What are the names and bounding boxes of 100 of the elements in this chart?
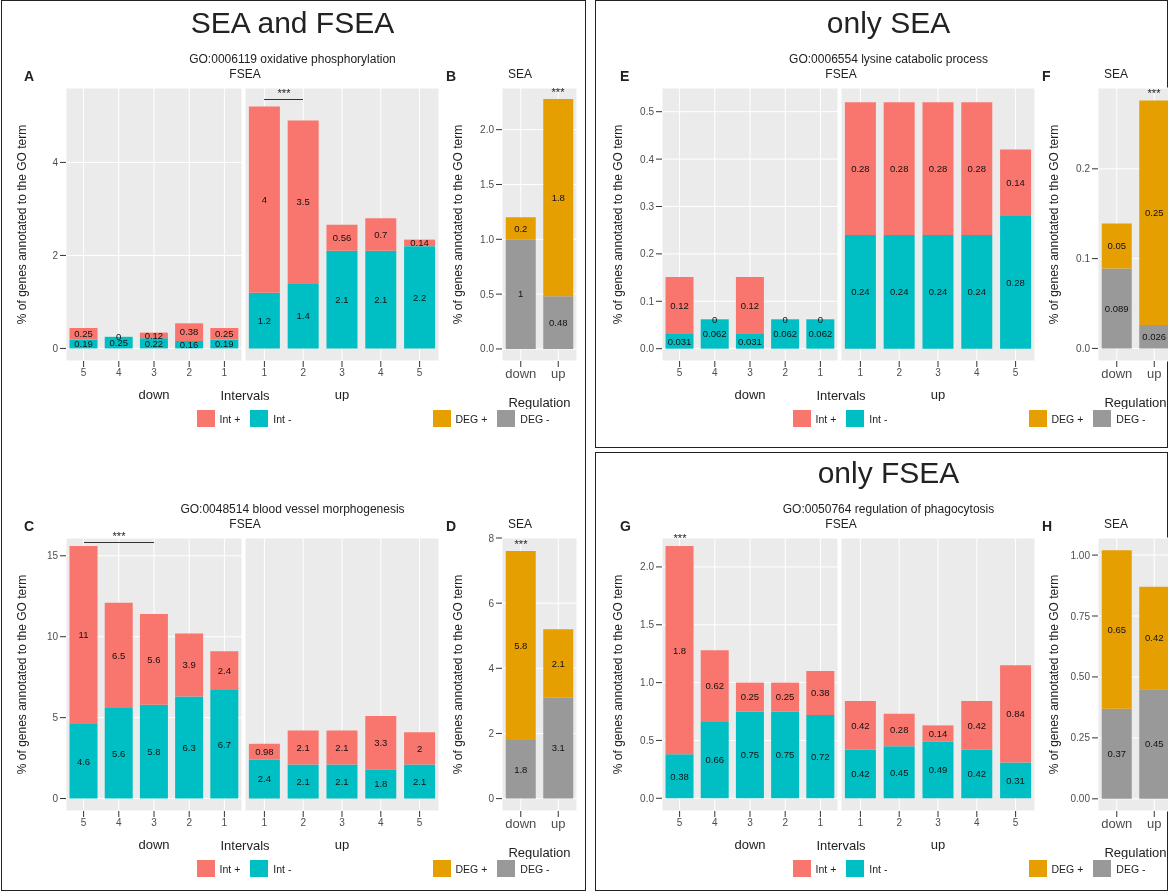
y-tick-label: 8 [488,532,495,544]
y-tick-label: 0.2 [1076,163,1091,175]
data-label: 0.42 [851,768,870,780]
x-tick-label: 2 [300,817,307,829]
text: GO:0006119 oxidative phosphorylation [188,52,397,66]
x-tick-label: 1 [857,367,864,379]
data-label: 1.4 [296,310,310,322]
bar [365,250,397,349]
data-label: 0.42 [967,719,987,731]
bar [665,754,694,799]
y-tick-label: 2.0 [480,124,495,136]
legend-label: DEG - [1116,412,1147,425]
text: G [620,518,631,534]
x-tick-label: 2 [186,817,193,829]
data-label: 0.65 [1107,623,1126,635]
bar [365,769,397,799]
bar [104,602,133,708]
y-axis-title: % of genes annotated to the GO term [15,574,30,775]
y-tick-label: 0.0 [640,792,655,804]
bar [248,292,280,349]
data-label: 0.72 [811,750,830,762]
y-tick-label: 0.75 [1070,610,1091,622]
bar [175,633,204,697]
bar [175,696,204,799]
bar [210,690,239,799]
annotation: *** [276,87,292,99]
data-label: 0.25 [215,328,234,340]
data-label: 0.16 [179,339,199,351]
x-tick-label: down [505,816,537,832]
x-tick-label: 2 [782,817,789,829]
data-label: 4.6 [76,755,91,767]
x-axis-title: down [138,387,170,402]
bar [700,721,729,799]
data-label: 0.026 [1142,331,1167,343]
data-label: 0.24 [928,286,948,298]
data-label: 0.062 [773,328,798,340]
y-tick-label: 0.0 [1076,342,1091,354]
legend-label: DEG + [455,862,489,875]
legend-label: DEG - [520,412,551,425]
data-label: 0.25 [775,691,795,703]
bar [287,283,319,349]
x-axis-title: Regulation [508,395,571,410]
bar [1000,665,1032,763]
data-label: 0.12 [740,299,760,311]
text: SEA and FSEA [189,6,396,40]
x-axis-title: up [930,837,946,852]
bar [1101,268,1132,349]
bar [69,546,98,725]
data-label: 0.24 [889,286,909,298]
data-label: 1.8 [551,191,565,203]
x-tick-label: 3 [935,817,942,829]
x-tick-label: 5 [676,817,683,829]
annotation: *** [1146,87,1162,99]
bar [665,277,694,334]
data-label: 0.42 [1145,632,1164,644]
text: GO:0050764 regulation of phagocytosis [781,502,996,516]
data-label: 0.38 [811,687,830,699]
chart-subtitle: FSEA [228,67,262,81]
y-axis-title: % of genes annotated to the GO term [451,124,466,325]
data-label: 0.062 [702,328,727,340]
bar [922,725,954,742]
x-tick-label: 5 [1012,367,1019,379]
data-label: 5.6 [147,653,161,665]
data-label: 2.1 [335,775,349,787]
x-axis-title: up [334,837,350,852]
y-axis-title: % of genes annotated to the GO term [611,124,626,325]
data-label: 0.31 [1006,774,1025,786]
x-tick-label: 1 [261,817,268,829]
data-label: 6.5 [112,649,126,661]
bar [961,234,993,349]
bar [1000,215,1032,349]
bar [1101,708,1132,799]
data-label: 2.1 [335,741,349,753]
bar [326,730,358,765]
data-label: 0.12 [670,299,689,311]
data-label: 0 [817,313,823,325]
text: GO:0006554 lysine catabolic process [788,52,989,66]
x-tick-label: 2 [300,367,307,379]
x-tick-label: up [1147,816,1162,832]
bar [326,224,358,251]
y-tick-label: 5 [52,712,59,724]
legend-label: Int - [869,862,889,875]
legend-label: Int + [219,412,242,425]
data-label: 0.28 [928,162,948,174]
x-tick-label: 5 [80,817,87,829]
legend-label: Int + [815,412,838,425]
y-tick-label: 1.5 [480,179,495,191]
y-tick-label: 0.1 [1076,253,1091,265]
x-tick-label: 2 [896,367,903,379]
data-label: 5.8 [514,639,528,651]
data-label: 0.38 [670,770,689,782]
bar [844,234,876,349]
data-label: 0.28 [889,162,909,174]
data-label: 6.3 [182,741,196,753]
bar [883,234,915,349]
text: only FSEA [816,456,961,490]
bar [404,246,436,349]
x-tick-label: 4 [974,817,981,829]
bar [543,98,574,297]
bar [505,239,536,349]
